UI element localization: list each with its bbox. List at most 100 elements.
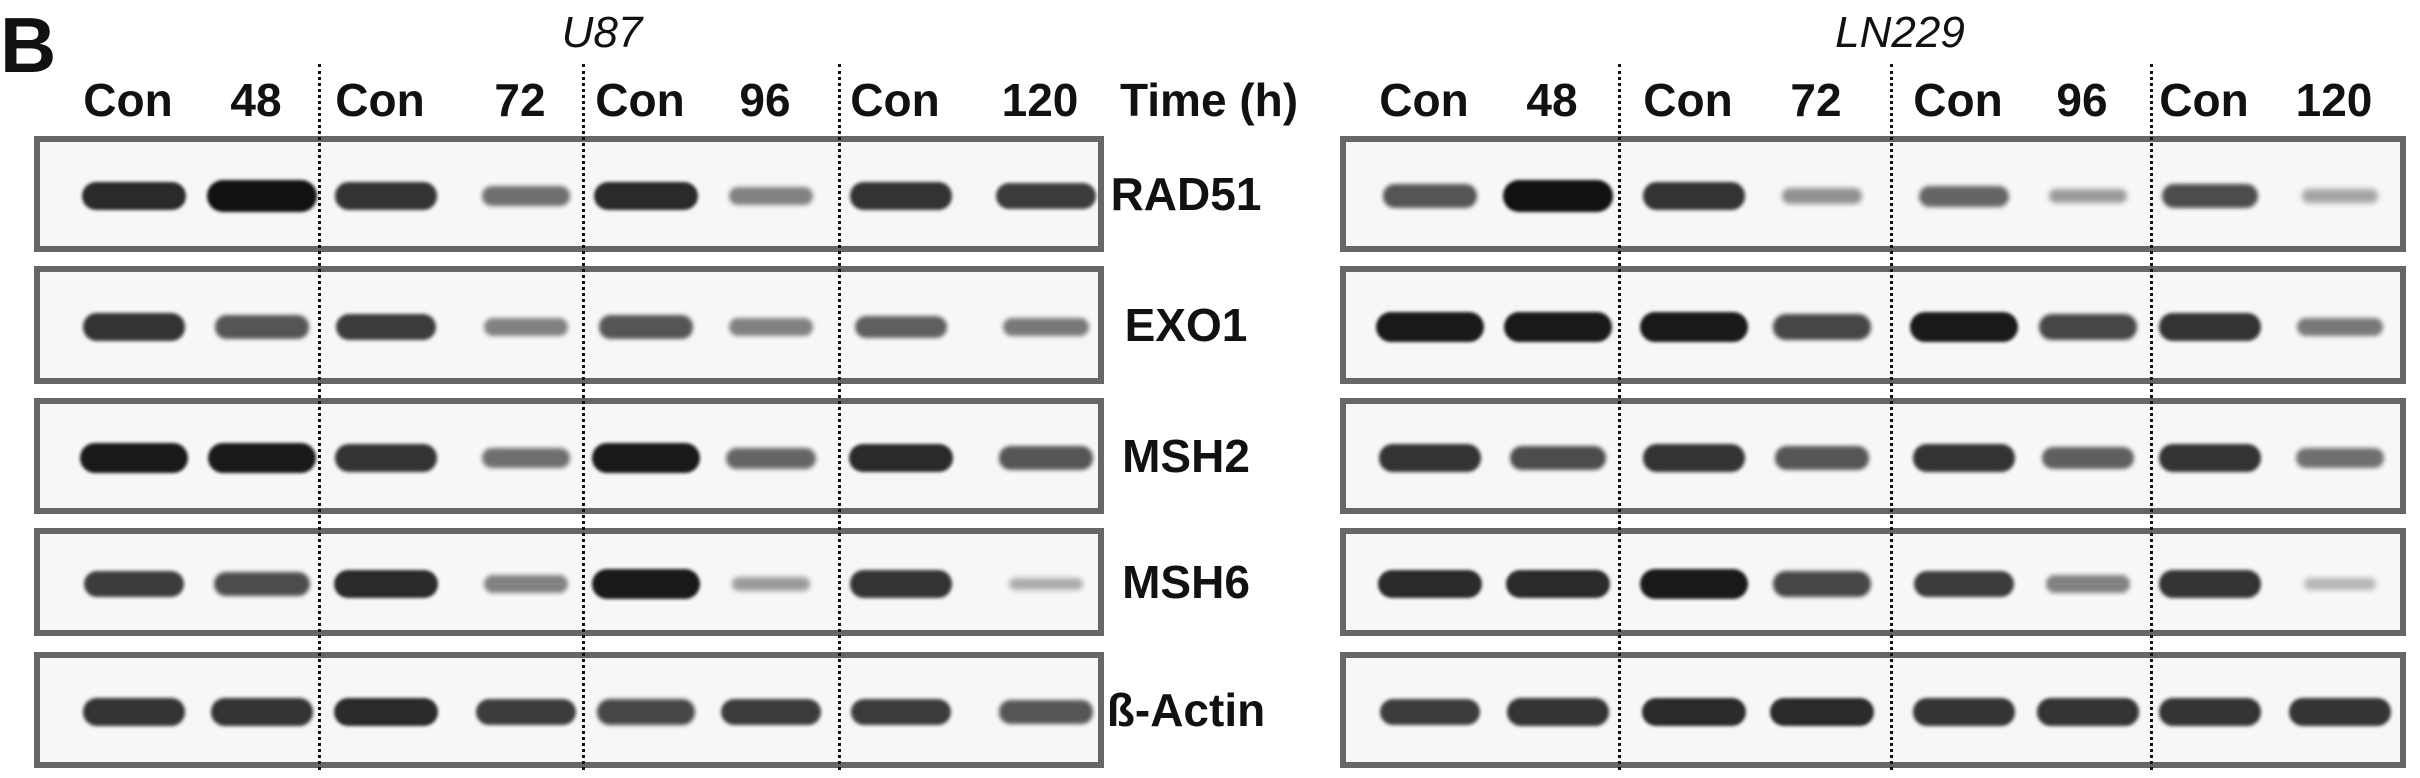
protein-band	[83, 313, 185, 341]
protein-band	[1642, 697, 1746, 727]
protein-band	[482, 448, 570, 468]
protein-band	[849, 443, 953, 473]
protein-band	[1640, 568, 1748, 600]
protein-band	[1506, 569, 1610, 599]
protein-band	[1640, 311, 1748, 343]
cell-line-title: LN229	[1835, 8, 1965, 57]
protein-band	[2042, 446, 2134, 470]
protein-band	[2289, 698, 2391, 726]
protein-label: RAD51	[1110, 168, 1262, 220]
protein-label: EXO1	[1124, 299, 1248, 351]
lane-label: Con	[1379, 74, 1469, 126]
lane-label: 48	[230, 74, 282, 126]
lane-label: Con	[1913, 74, 2003, 126]
lane-label: 120	[2295, 74, 2373, 126]
lane-label: Con	[335, 74, 425, 126]
protein-band	[83, 698, 185, 726]
lane-label: 120	[1001, 74, 1079, 126]
protein-band	[208, 442, 316, 474]
protein-band	[484, 318, 568, 336]
blot-strip	[1340, 528, 2406, 636]
protein-band	[215, 315, 309, 339]
protein-band	[850, 570, 952, 598]
lane-label: Con	[1643, 74, 1733, 126]
blot-strip	[1340, 398, 2406, 514]
protein-band	[850, 182, 952, 210]
protein-band	[2049, 188, 2127, 204]
lane-label: Con	[2159, 74, 2249, 126]
lane-label: Con	[850, 74, 940, 126]
protein-band	[729, 187, 813, 205]
blot-strip	[34, 136, 1104, 252]
protein-band	[1009, 577, 1083, 591]
blot-strip	[34, 652, 1104, 768]
protein-band	[207, 180, 317, 212]
lane-group-separator	[2150, 64, 2153, 770]
lane-group-separator	[838, 64, 841, 770]
protein-band	[335, 444, 437, 472]
protein-band	[855, 315, 947, 339]
lane-group-separator	[1618, 64, 1621, 770]
lane-group-separator	[318, 64, 321, 770]
lane-label: 72	[1790, 74, 1842, 126]
protein-band	[732, 576, 810, 592]
protein-band	[1643, 444, 1745, 472]
protein-band	[999, 446, 1093, 470]
protein-band	[1510, 445, 1606, 471]
lane-label: Con	[83, 74, 173, 126]
protein-band	[592, 568, 700, 600]
protein-band	[2159, 570, 2261, 598]
protein-band	[476, 698, 576, 726]
protein-band	[1770, 697, 1874, 727]
protein-band	[2302, 189, 2378, 203]
protein-band	[334, 697, 438, 727]
protein-band	[1380, 698, 1480, 726]
protein-band	[2304, 578, 2376, 590]
protein-band	[597, 699, 695, 725]
protein-band	[1914, 570, 2014, 598]
lane-group-separator	[1890, 64, 1893, 770]
protein-band	[1643, 182, 1745, 210]
protein-band	[1379, 444, 1481, 472]
protein-band	[996, 182, 1096, 210]
protein-band	[2162, 183, 2258, 209]
protein-band	[1913, 444, 2015, 472]
protein-band	[214, 571, 310, 597]
protein-band	[1773, 571, 1871, 597]
protein-label: ß-Actin	[1106, 684, 1266, 736]
blot-strip	[1340, 652, 2406, 768]
cell-line-title: U87	[561, 8, 643, 57]
lane-label: 72	[494, 74, 546, 126]
blot-strip	[34, 398, 1104, 514]
protein-band	[1383, 184, 1477, 208]
lane-label: 48	[1526, 74, 1578, 126]
protein-band	[2046, 575, 2130, 593]
blot-strip	[34, 528, 1104, 636]
protein-band	[1503, 180, 1613, 212]
protein-band	[1919, 185, 2009, 207]
protein-band	[599, 315, 693, 339]
protein-band	[82, 181, 186, 211]
protein-band	[482, 186, 570, 206]
protein-band	[851, 698, 951, 726]
blot-strip	[1340, 136, 2406, 252]
protein-label: MSH6	[1122, 556, 1250, 608]
lane-label: 96	[2056, 74, 2108, 126]
protein-band	[80, 442, 188, 474]
lane-label: 96	[739, 74, 791, 126]
protein-band	[2297, 317, 2383, 337]
protein-band	[999, 700, 1093, 724]
protein-band	[1504, 311, 1612, 343]
panel-letter: B	[0, 1, 57, 89]
protein-band	[1378, 569, 1482, 599]
protein-band	[1507, 698, 1609, 726]
protein-band	[334, 569, 438, 599]
lane-group-separator	[582, 64, 585, 770]
protein-band	[729, 318, 813, 336]
protein-band	[1782, 188, 1862, 204]
lane-label: Con	[595, 74, 685, 126]
protein-band	[84, 570, 184, 598]
blot-strip	[1340, 266, 2406, 384]
protein-band	[1913, 698, 2015, 726]
